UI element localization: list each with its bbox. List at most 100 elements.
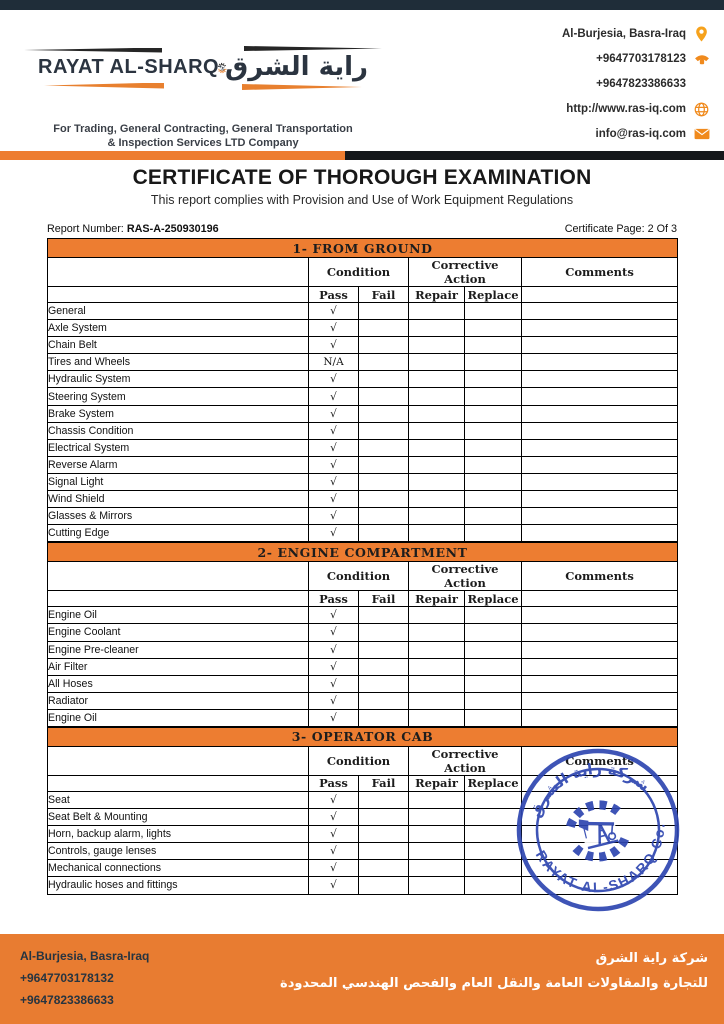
section-header-row: 3- OPERATOR CAB bbox=[46, 726, 679, 747]
value-cell bbox=[408, 370, 465, 389]
value-cell: √ bbox=[308, 301, 359, 321]
table-row: All Hoses √ bbox=[47, 674, 679, 693]
header-contact-info: Al-Burjesia, Basra-Iraq +9647703178123 +… bbox=[562, 26, 710, 142]
item-name-cell: Tires and Wheels bbox=[47, 353, 309, 372]
contact-phone1-row: +9647703178123 bbox=[562, 51, 710, 67]
value-cell bbox=[464, 623, 522, 642]
value-cell bbox=[464, 438, 522, 457]
value-cell bbox=[520, 421, 679, 440]
value-cell bbox=[520, 606, 679, 625]
logo-wing-decoration bbox=[24, 47, 162, 53]
section-header-row: 1- FROM GROUND bbox=[46, 238, 679, 258]
item-name-cell: Engine Oil bbox=[47, 606, 309, 625]
value-cell: √ bbox=[308, 825, 359, 844]
value-cell bbox=[358, 353, 409, 372]
value-cell bbox=[408, 674, 465, 693]
value-cell bbox=[408, 438, 465, 457]
certificate-page-label: Certificate Page: bbox=[564, 223, 645, 235]
table-row: Chassis Condition √ bbox=[47, 421, 679, 440]
top-accent-bar bbox=[0, 0, 724, 10]
corrective-action-column-header: Corrective Action bbox=[408, 561, 522, 592]
value-cell: √ bbox=[308, 524, 359, 543]
value-cell bbox=[358, 404, 409, 423]
footer-address: Al-Burjesia, Basra-Iraq bbox=[20, 949, 150, 963]
repair-column-header: Repair bbox=[408, 590, 465, 608]
value-cell bbox=[520, 387, 679, 406]
blank-header-cell bbox=[47, 561, 309, 592]
value-cell: √ bbox=[308, 623, 359, 642]
blank-header-cell bbox=[47, 745, 309, 776]
footer-phone1: +9647703178132 bbox=[20, 971, 114, 985]
value-cell bbox=[520, 657, 679, 676]
item-name-cell: Horn, backup alarm, lights bbox=[47, 825, 309, 844]
globe-icon bbox=[693, 101, 710, 117]
value-cell bbox=[520, 507, 679, 526]
value-cell bbox=[408, 301, 465, 321]
table-row: Brake System √ bbox=[47, 404, 679, 423]
value-cell bbox=[520, 438, 679, 457]
footer-tagline-arabic: للتجارة والمقاولات العامة والنقل العام و… bbox=[280, 976, 708, 991]
logo-left-column: RAYAT AL-SHARQ bbox=[24, 47, 220, 89]
value-cell bbox=[408, 708, 465, 727]
company-name-english: RAYAT AL-SHARQ bbox=[38, 55, 220, 78]
company-stamp: شركة راية الشرق RAYAT AL-SHARQ Co. bbox=[512, 744, 684, 916]
section-header: 1- FROM GROUND bbox=[46, 238, 679, 258]
inspection-table: 2- ENGINE COMPARTMENT Condition Correcti… bbox=[46, 542, 679, 727]
value-cell bbox=[464, 674, 522, 693]
table-row: Engine Coolant √ bbox=[47, 623, 679, 642]
logo-wing-decoration bbox=[242, 84, 362, 90]
value-cell bbox=[464, 708, 522, 727]
corrective-action-column-header: Corrective Action bbox=[408, 745, 522, 776]
value-cell bbox=[358, 859, 409, 878]
company-name-arabic: راية الشرق bbox=[224, 52, 368, 82]
column-subheader-row: Pass Fail Repair Replace bbox=[47, 590, 679, 608]
item-name-cell: General bbox=[47, 301, 309, 321]
value-cell bbox=[464, 691, 522, 710]
pass-column-header: Pass bbox=[308, 590, 359, 608]
value-cell bbox=[408, 842, 465, 861]
contact-email-row: info@ras-iq.com bbox=[562, 126, 710, 142]
value-cell: √ bbox=[308, 472, 359, 492]
value-cell: √ bbox=[308, 387, 359, 406]
value-cell bbox=[358, 825, 409, 844]
value-cell: √ bbox=[308, 691, 359, 710]
blank-header-cell bbox=[47, 774, 309, 792]
value-cell bbox=[464, 472, 522, 492]
value-cell: √ bbox=[308, 859, 359, 878]
value-cell bbox=[520, 876, 679, 895]
value-cell bbox=[464, 301, 522, 321]
table-row: Horn, backup alarm, lights √ bbox=[47, 825, 679, 844]
item-name-cell: Brake System bbox=[47, 404, 309, 423]
item-name-cell: Seat Belt & Mounting bbox=[47, 808, 309, 827]
item-name-cell: Seat bbox=[47, 790, 309, 810]
item-name-cell: Mechanical connections bbox=[47, 859, 309, 878]
phone2-text: +9647823386633 bbox=[596, 78, 686, 90]
item-name-cell: Electrical System bbox=[47, 438, 309, 457]
table-row: Engine Oil √ bbox=[47, 708, 679, 727]
value-cell bbox=[408, 421, 465, 440]
gear-pumpjack-logo-icon bbox=[217, 62, 227, 74]
value-cell bbox=[520, 319, 679, 338]
table-row: Air Filter √ bbox=[47, 657, 679, 676]
item-name-cell: Radiator bbox=[47, 691, 309, 710]
value-cell bbox=[520, 490, 679, 509]
stamp-gear-bottom bbox=[572, 833, 631, 862]
value-cell bbox=[408, 336, 465, 355]
value-cell: √ bbox=[308, 455, 359, 474]
replace-column-header: Replace bbox=[464, 590, 522, 608]
column-group-header-row: Condition Corrective Action Comments bbox=[47, 561, 679, 592]
value-cell: √ bbox=[308, 490, 359, 509]
envelope-icon bbox=[693, 126, 710, 142]
phone-icon bbox=[693, 51, 710, 67]
logo-right-column: راية الشرق bbox=[224, 46, 382, 90]
value-cell bbox=[408, 790, 465, 810]
value-cell bbox=[408, 825, 465, 844]
value-cell bbox=[358, 808, 409, 827]
table-row: Mechanical connections √ bbox=[47, 859, 679, 878]
value-cell bbox=[464, 319, 522, 338]
value-cell bbox=[358, 691, 409, 710]
value-cell bbox=[408, 353, 465, 372]
tagline-line1: For Trading, General Contracting, Genera… bbox=[53, 123, 353, 135]
report-number-value: RAS-A-250930196 bbox=[126, 223, 219, 235]
